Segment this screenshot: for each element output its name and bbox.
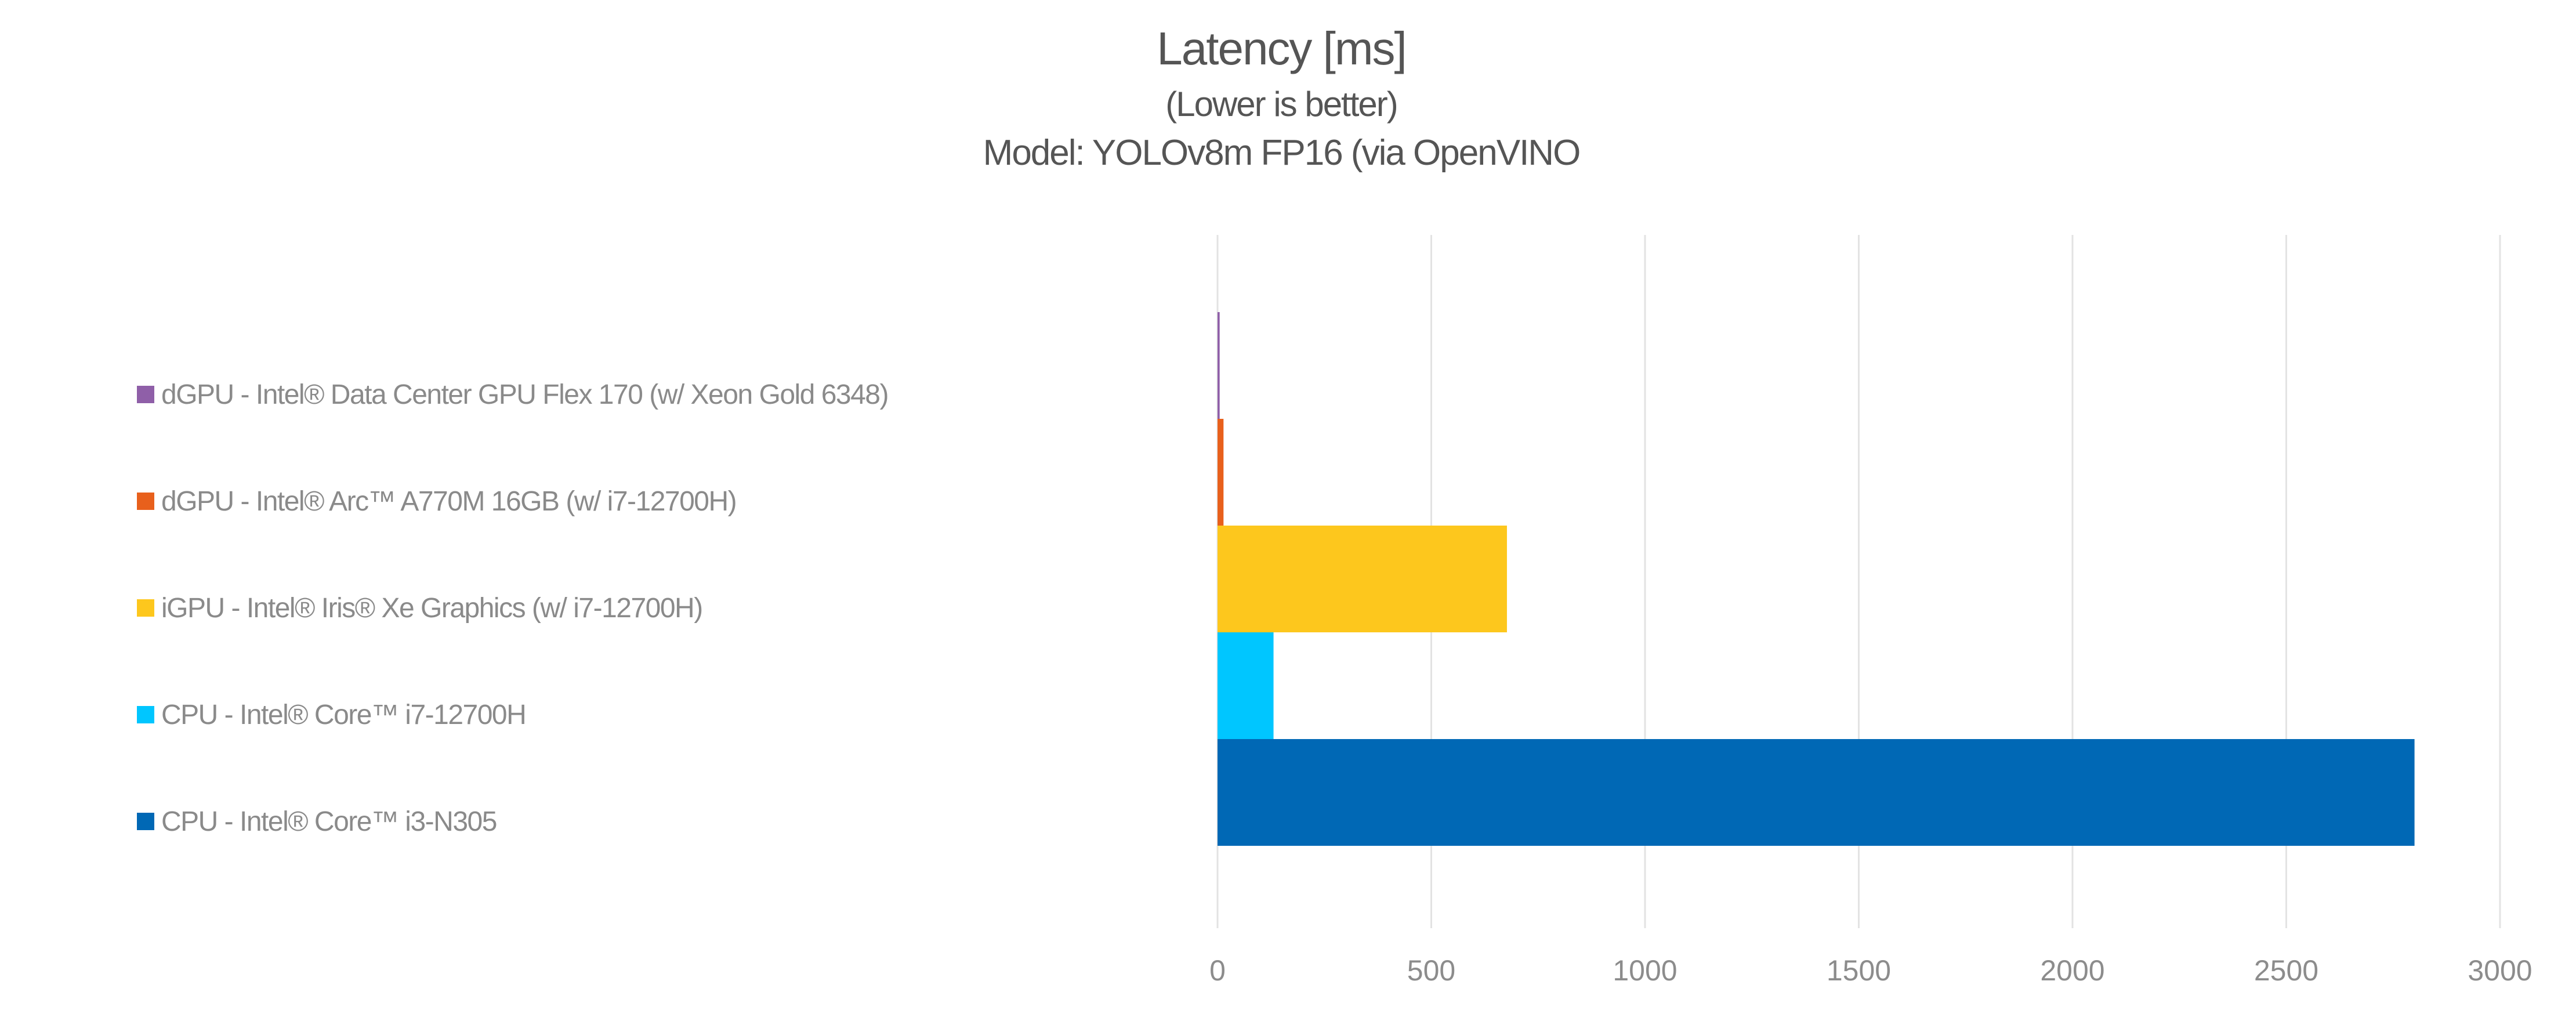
legend-label: dGPU - Intel® Data Center GPU Flex 170 (… (161, 379, 889, 410)
x-tick-label: 2500 (2254, 954, 2318, 987)
legend-label: CPU - Intel® Core™ i3-N305 (161, 806, 497, 837)
bar-2 (1218, 419, 1224, 526)
legend-swatch (137, 599, 154, 617)
legend-item: dGPU - Intel® Arc™ A770M 16GB (w/ i7-127… (137, 484, 737, 519)
bar-3 (1218, 526, 1507, 632)
x-tick-label: 1500 (1827, 954, 1891, 987)
legend-swatch (137, 386, 154, 403)
legend-item: CPU - Intel® Core™ i3-N305 (137, 804, 497, 839)
legend-item: CPU - Intel® Core™ i7-12700H (137, 697, 527, 732)
x-tick-label: 0 (1209, 954, 1226, 987)
bar-1 (1218, 312, 1220, 419)
bar-5 (1218, 739, 2415, 846)
chart-model-subtitle: Model: YOLOv8m FP16 (via OpenVINO (983, 133, 1581, 173)
x-tick-label: 2000 (2040, 954, 2104, 987)
legend-swatch (137, 706, 154, 723)
chart-title: Latency [ms] (1157, 23, 1407, 74)
legend-item: dGPU - Intel® Data Center GPU Flex 170 (… (137, 377, 889, 412)
legend-swatch (137, 813, 154, 830)
legend-swatch (137, 493, 154, 510)
bar-4 (1218, 632, 1274, 739)
legend-label: iGPU - Intel® Iris® Xe Graphics (w/ i7-1… (161, 592, 703, 624)
x-tick-label: 500 (1407, 954, 1455, 987)
legend-label: CPU - Intel® Core™ i7-12700H (161, 699, 527, 730)
legend-label: dGPU - Intel® Arc™ A770M 16GB (w/ i7-127… (161, 486, 737, 517)
x-tick-label: 1000 (1613, 954, 1677, 987)
legend-item: iGPU - Intel® Iris® Xe Graphics (w/ i7-1… (137, 591, 703, 625)
x-tick-label: 3000 (2468, 954, 2532, 987)
chart-subtitle: (Lower is better) (1165, 85, 1398, 124)
